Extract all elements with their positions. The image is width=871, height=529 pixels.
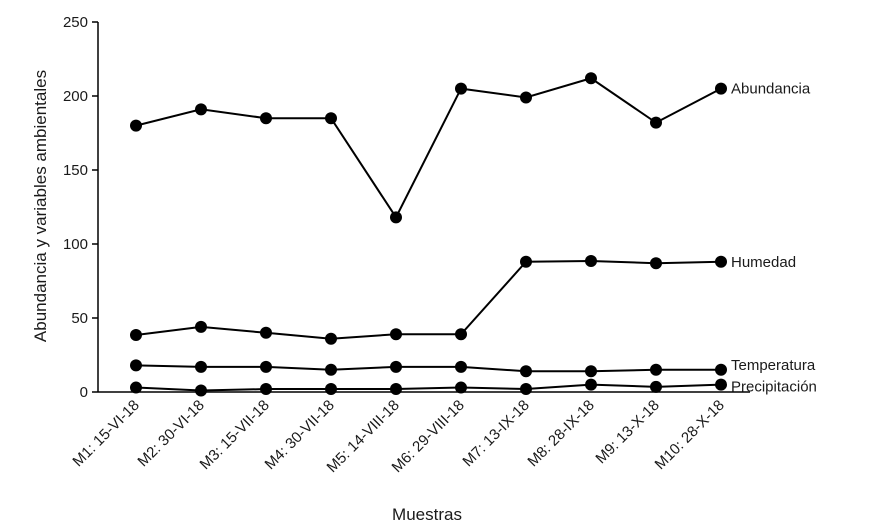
series-abundancia: Abundancia <box>130 72 811 224</box>
data-point <box>390 383 402 396</box>
data-point <box>260 112 272 125</box>
data-point <box>650 257 662 270</box>
data-point <box>390 360 402 373</box>
series-label: Precipitación <box>731 379 817 396</box>
data-point <box>390 211 402 224</box>
data-point <box>260 326 272 339</box>
y-tick-label: 150 <box>63 162 88 179</box>
y-tick-label: 200 <box>63 88 88 105</box>
data-point <box>455 381 467 394</box>
x-tick-label: M7: 13-IX-18 <box>459 397 532 470</box>
data-point <box>130 381 142 394</box>
data-point <box>325 332 337 345</box>
series-precipitación: Precipitación <box>130 378 817 397</box>
y-axis: 0 50 100 150 200 250 <box>63 14 99 401</box>
series-line <box>135 260 722 340</box>
data-point <box>325 383 337 396</box>
data-point <box>130 359 142 372</box>
series-temperatura: Temperatura <box>130 357 816 378</box>
x-tick-label: M8: 28-IX-18 <box>524 397 597 470</box>
x-tick-label: M9: 13-X-18 <box>592 397 662 467</box>
series-line <box>135 383 722 392</box>
series-humedad: Humedad <box>130 254 796 345</box>
data-point <box>195 384 207 397</box>
series-layer: Abundancia Humedad Temperatura Precipitació… <box>130 72 817 397</box>
data-point <box>650 363 662 376</box>
series-label: Abundancia <box>731 81 811 98</box>
data-point <box>520 255 532 268</box>
data-point <box>325 363 337 376</box>
data-point <box>520 383 532 396</box>
data-point <box>520 91 532 104</box>
data-point <box>455 360 467 373</box>
data-point <box>585 255 597 268</box>
series-label: Temperatura <box>731 357 816 374</box>
y-tick-label: 0 <box>80 384 88 401</box>
series-label: Humedad <box>731 254 796 271</box>
data-point <box>715 82 727 95</box>
data-point <box>585 378 597 391</box>
data-point <box>585 72 597 85</box>
data-point <box>195 320 207 333</box>
data-point <box>650 380 662 393</box>
data-point <box>260 360 272 373</box>
data-point <box>195 360 207 373</box>
data-point <box>650 116 662 129</box>
y-tick-label: 50 <box>71 310 88 327</box>
x-tick-label: M1: 15-VI-18 <box>69 397 142 470</box>
x-tick-label: M2: 30-VI-18 <box>134 397 207 470</box>
data-point <box>195 103 207 116</box>
data-point <box>715 255 727 268</box>
x-axis-title: Muestras <box>392 505 462 524</box>
data-point <box>260 383 272 396</box>
data-point <box>455 328 467 341</box>
data-point <box>325 112 337 125</box>
series-line <box>135 364 721 373</box>
data-point <box>520 365 532 378</box>
data-point <box>715 378 727 391</box>
data-point <box>715 363 727 376</box>
data-point <box>390 328 402 341</box>
data-point <box>455 82 467 95</box>
y-tick-label: 250 <box>63 14 88 31</box>
data-point <box>130 329 142 342</box>
data-point <box>585 365 597 378</box>
x-tick-label: M10: 28-X-18 <box>652 397 728 473</box>
y-tick-label: 100 <box>63 236 88 253</box>
data-point <box>130 119 142 132</box>
y-axis-title: Abundancia y variables ambientales <box>31 70 50 342</box>
series-line <box>135 77 722 220</box>
